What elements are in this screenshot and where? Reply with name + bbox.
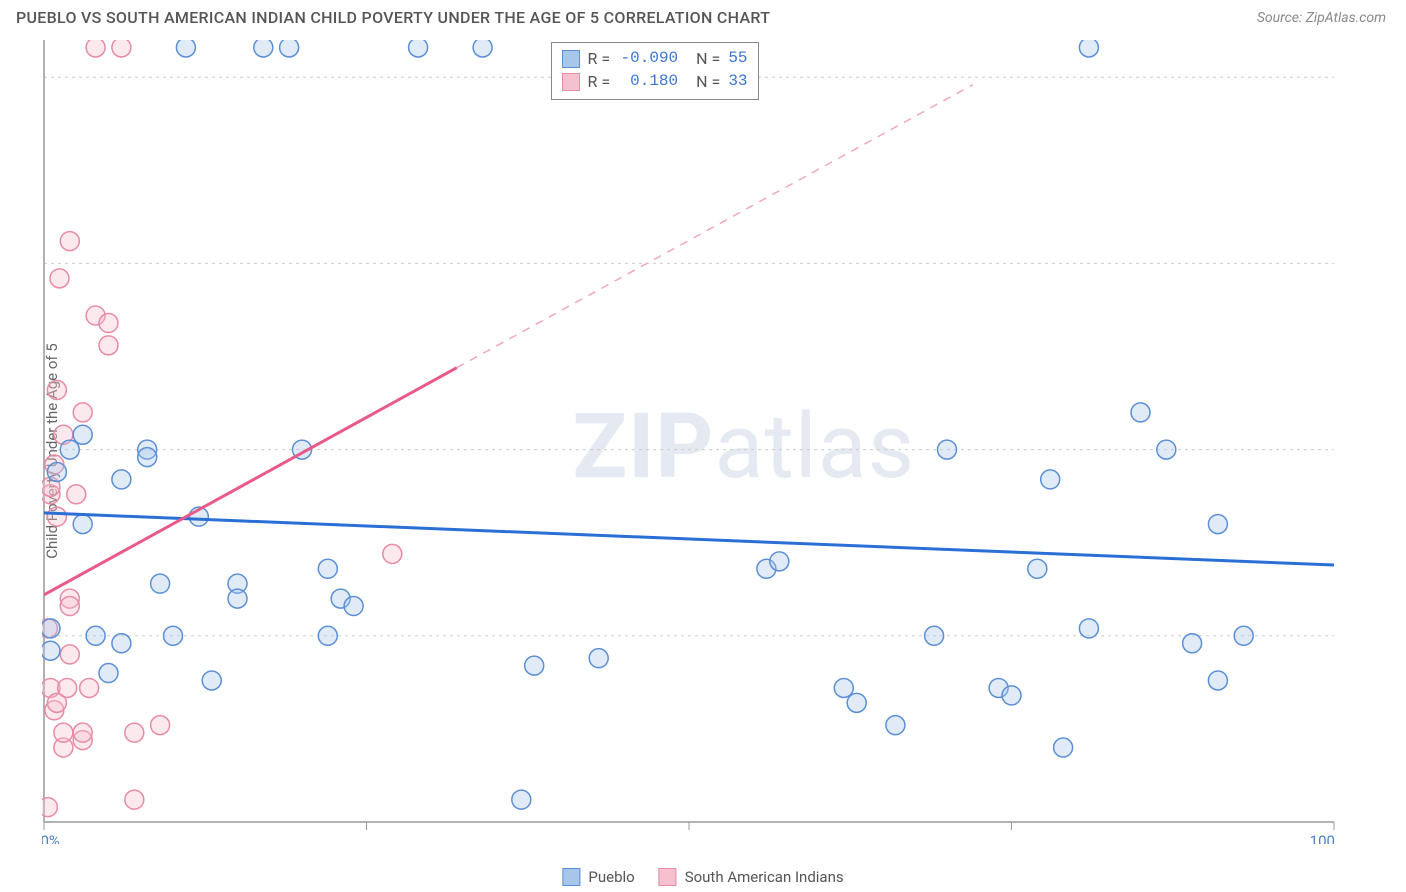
data-point: [60, 232, 79, 251]
data-point: [280, 40, 299, 57]
data-point: [1157, 440, 1176, 459]
data-point: [886, 716, 905, 735]
stats-row: R = -0.090 N = 55: [562, 47, 748, 70]
data-point: [512, 790, 531, 809]
data-point: [47, 381, 66, 400]
series-swatch: [659, 868, 677, 886]
data-point: [112, 40, 131, 57]
data-point: [202, 671, 221, 690]
data-point: [1002, 686, 1021, 705]
series-swatch: [562, 868, 580, 886]
stats-row: R = 0.180 N = 33: [562, 70, 748, 93]
data-point: [86, 626, 105, 645]
data-point: [318, 559, 337, 578]
data-point: [125, 790, 144, 809]
data-point: [176, 40, 195, 57]
data-point: [344, 597, 363, 616]
data-point: [1041, 470, 1060, 489]
data-point: [73, 515, 92, 534]
data-point: [254, 40, 273, 57]
data-point: [228, 589, 247, 608]
legend-item: South American Indians: [659, 868, 844, 886]
data-point: [86, 40, 105, 57]
data-point: [42, 798, 57, 817]
data-point: [525, 656, 544, 675]
legend-label: Pueblo: [588, 868, 634, 886]
data-point: [73, 723, 92, 742]
data-point: [50, 269, 69, 288]
data-point: [60, 440, 79, 459]
chart-title: PUEBLO VS SOUTH AMERICAN INDIAN CHILD PO…: [16, 8, 770, 27]
data-point: [1183, 634, 1202, 653]
data-point: [473, 40, 492, 57]
data-point: [938, 440, 957, 459]
data-point: [80, 678, 99, 697]
data-point: [318, 626, 337, 645]
data-point: [99, 314, 118, 333]
data-point: [99, 664, 118, 683]
series-swatch: [562, 50, 580, 68]
data-point: [60, 645, 79, 664]
data-point: [73, 403, 92, 422]
data-point: [1054, 738, 1073, 757]
trendline-sai-dash: [457, 85, 973, 368]
data-point: [112, 470, 131, 489]
data-point: [1208, 671, 1227, 690]
x-tick-label: 100.0%: [1310, 832, 1336, 844]
data-point: [42, 619, 60, 638]
data-point: [409, 40, 428, 57]
data-point: [1079, 40, 1098, 57]
data-point: [383, 544, 402, 563]
data-point: [1234, 626, 1253, 645]
data-point: [125, 723, 144, 742]
data-point: [834, 678, 853, 697]
data-point: [99, 336, 118, 355]
legend-item: Pueblo: [562, 868, 634, 886]
data-point: [112, 634, 131, 653]
source-label: Source: ZipAtlas.com: [1257, 10, 1386, 26]
data-point: [47, 507, 66, 526]
data-point: [847, 693, 866, 712]
data-point: [138, 448, 157, 467]
stats-legend-box: R = -0.090 N = 55 R = 0.180 N = 33: [551, 42, 759, 100]
data-point: [42, 641, 60, 660]
data-point: [1028, 559, 1047, 578]
data-point: [47, 462, 66, 481]
data-point: [54, 723, 73, 742]
data-point: [58, 678, 77, 697]
data-point: [770, 552, 789, 571]
data-point: [67, 485, 86, 504]
data-point: [1079, 619, 1098, 638]
data-point: [925, 626, 944, 645]
legend-label: South American Indians: [685, 868, 844, 886]
series-swatch: [562, 73, 580, 91]
scatter-plot: 25.0%50.0%75.0%100.0%0.0%100.0%: [42, 40, 1336, 844]
data-point: [73, 425, 92, 444]
data-point: [60, 597, 79, 616]
data-point: [1208, 515, 1227, 534]
x-tick-label: 0.0%: [42, 832, 60, 844]
data-point: [1131, 403, 1150, 422]
chart-area: Child Poverty Under the Age of 5 ZIPatla…: [42, 40, 1336, 844]
legend: Pueblo South American Indians: [562, 868, 843, 886]
data-point: [151, 716, 170, 735]
data-point: [151, 574, 170, 593]
trendline-pueblo: [44, 513, 1334, 565]
data-point: [164, 626, 183, 645]
data-point: [589, 649, 608, 668]
